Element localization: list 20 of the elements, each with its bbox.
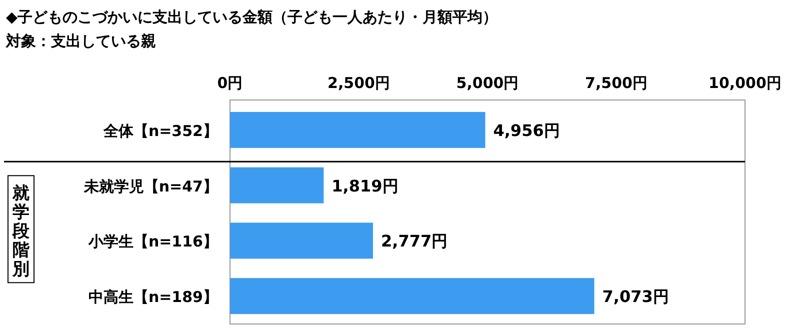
text: 対象：支出している親 — [5, 32, 156, 50]
y-tick-label: 全体【n=352】 — [102, 122, 218, 140]
bar — [230, 112, 486, 148]
x-tick-label: 5,000円 — [456, 74, 519, 92]
data-label: 1,819円 — [332, 176, 398, 196]
x-tick-label: 0円 — [217, 74, 243, 92]
bar — [230, 222, 374, 259]
x-tick-label: 7,500円 — [585, 74, 648, 92]
bar — [230, 167, 324, 204]
y-tick-label: 未就学児【n=47】 — [82, 177, 218, 196]
text: 就学段階別 — [12, 184, 30, 280]
x-tick-label: 2,500円 — [328, 74, 390, 92]
data-label: 2,777円 — [381, 232, 448, 251]
data-label: 7,073円 — [602, 287, 669, 306]
y-tick-label: 小学生【n=116】 — [87, 232, 218, 251]
y-tick-label: 中高生【n=189】 — [88, 288, 218, 306]
bar — [230, 278, 594, 314]
data-label: 4,956円 — [493, 120, 560, 140]
chart-title: ◆子どものこづかいに支出している金額（子ども一人あたり・月額平均） — [6, 8, 498, 26]
x-tick-label: 10,000円 — [708, 74, 782, 92]
